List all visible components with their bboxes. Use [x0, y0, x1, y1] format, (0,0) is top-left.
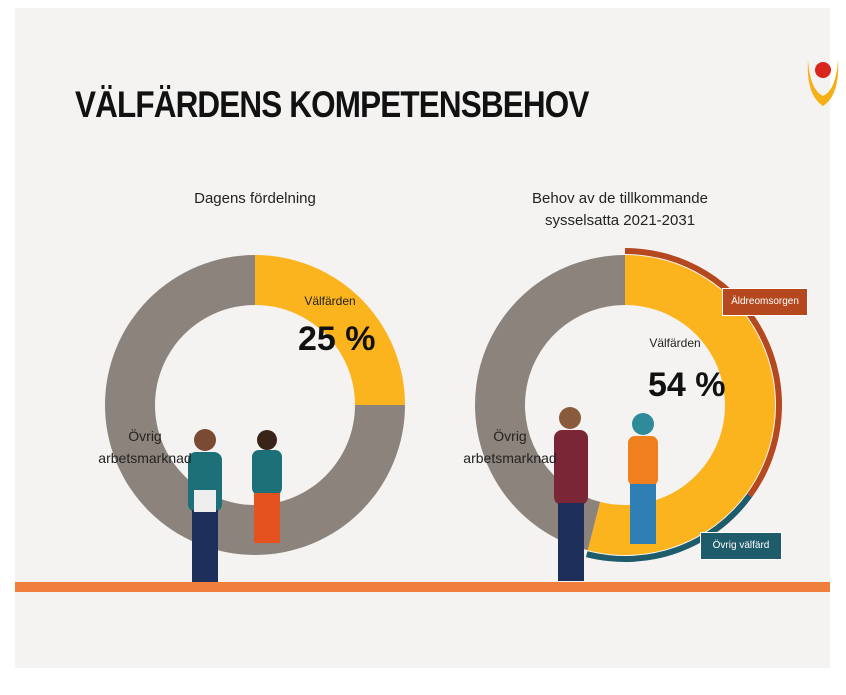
- person: [628, 413, 658, 544]
- category-label: Övrig arbetsmarknad: [463, 428, 557, 466]
- page-title: VÄLFÄRDENS KOMPETENSBEHOV: [75, 84, 589, 125]
- donut-segment: [255, 255, 405, 405]
- people: [188, 407, 658, 582]
- ring-segment: [585, 493, 753, 562]
- ring-label: Äldreomsorgen: [722, 288, 808, 316]
- category-label: Övrig arbetsmarknad: [98, 428, 192, 466]
- category-label: Välfärden: [304, 294, 356, 308]
- person: [252, 430, 282, 543]
- donut-segment: [475, 255, 625, 551]
- person: [554, 407, 588, 581]
- donut-segment: [587, 255, 776, 555]
- logo: [807, 60, 839, 106]
- floor-line: [15, 582, 830, 592]
- category-label: Välfärden: [649, 336, 701, 350]
- value-label: 54 %: [648, 366, 726, 404]
- chart-title: Behov av de tillkommande sysselsatta 202…: [532, 190, 708, 229]
- chart-title: Dagens fördelning: [194, 190, 316, 207]
- person: [188, 429, 222, 582]
- donut-segment: [105, 255, 405, 555]
- value-label: 25 %: [298, 320, 376, 358]
- ring-label: Övrig välfärd: [700, 532, 782, 560]
